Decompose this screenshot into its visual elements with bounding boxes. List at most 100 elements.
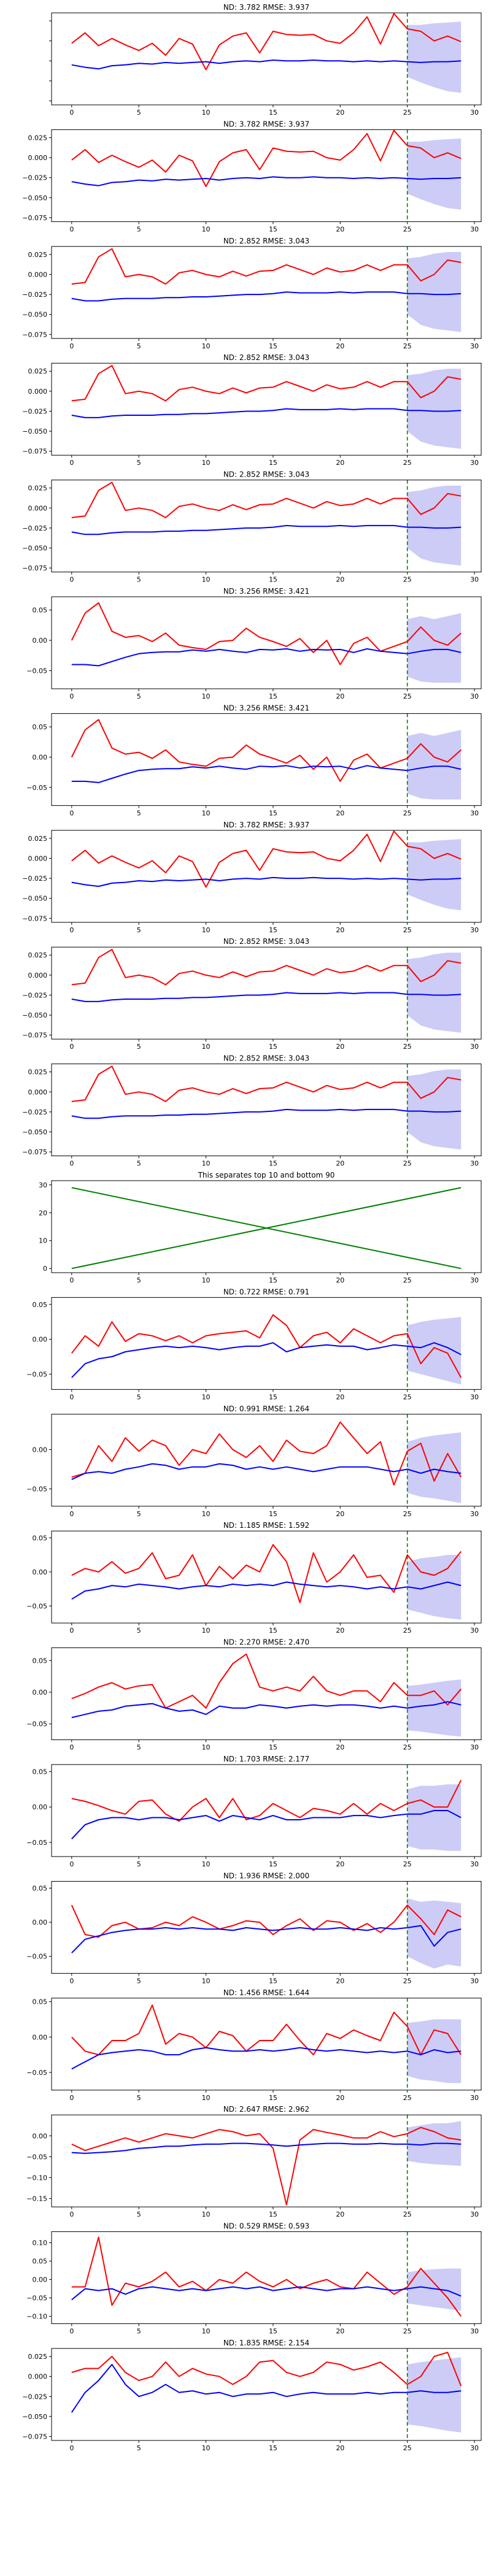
x-tick-label: 25 [403,2094,412,2102]
y-tick-label: 0.025 [28,951,48,959]
x-tick-label: 10 [202,576,211,584]
plot-data [71,2348,462,2440]
y-tick-label: 0.05 [33,1885,48,1893]
plot-data [71,1881,462,1974]
axes-frame [51,2348,482,2441]
prediction-band [407,1679,462,1737]
x-tick-label: 10 [202,2094,211,2102]
y-tick-label: 0.00 [33,1803,48,1811]
subplot-12: ND: 0.722 RMSE: 0.791 0 5 10 15 20 25 30 0.05 0.0… [26,1287,482,1401]
x-tick-label: 15 [269,1860,277,1868]
subplot-title: ND: 3.782 RMSE: 3.937 [223,821,309,829]
y-tick-label: 0.05 [33,1534,48,1542]
x-tick-label: 20 [336,225,344,233]
plot-data [71,1765,462,1857]
plot-data [71,1647,462,1740]
x-tick-label: 0 [69,1160,74,1168]
y-tick-label: 30 [39,1181,47,1189]
axes-frame [51,1297,482,1390]
prediction-band [407,2268,462,2311]
subplot-title: ND: 2.270 RMSE: 2.470 [223,1638,309,1647]
series-line-2 [71,765,462,783]
x-tick-label: 20 [336,1744,344,1752]
x-tick-label: 5 [137,2328,141,2336]
y-tick-label: −0.05 [26,1953,47,1961]
subplot-21: ND: 1.835 RMSE: 2.154 0 5 10 15 20 25 30 0.025 0.… [22,2339,482,2452]
x-tick-label: 0 [69,1276,74,1284]
x-tick-label: 15 [269,809,277,817]
x-tick-label: 5 [137,809,141,817]
y-tick-label: −0.050 [22,895,47,903]
series-line-2 [71,1187,462,1270]
y-tick-label: 0.00 [33,1689,48,1696]
x-tick-label: 10 [202,809,211,817]
subplot-2: ND: 3.782 RMSE: 3.937 0 5 10 15 20 25 30 0.025 0.… [22,120,482,233]
x-tick-label: 10 [202,342,211,350]
series-line-2 [71,291,462,302]
x-tick-label: 15 [269,692,277,700]
y-tick-label: 0.10 [33,2239,48,2247]
x-tick-label: 30 [470,459,479,467]
x-tick-label: 25 [403,576,412,584]
plot-data [71,713,462,806]
series-line-2 [71,648,462,667]
x-tick-label: 30 [470,109,479,117]
x-tick-label: 5 [137,692,141,700]
x-tick-label: 15 [269,2328,277,2336]
y-tick-label: 0.05 [33,1998,48,2006]
y-tick-label: 0.05 [33,1301,48,1309]
subplot-10: ND: 2.852 RMSE: 3.043 0 5 10 15 20 25 30 0.025 0.… [22,1054,482,1168]
y-tick-label: −0.075 [22,2432,47,2440]
y-tick-label: −0.050 [22,1128,47,1136]
subplot-title: ND: 2.852 RMSE: 3.043 [223,937,309,946]
x-tick-label: 30 [470,342,479,350]
y-tick-label: 0.025 [28,134,48,142]
axes-frame [51,1530,482,1623]
series-line-1 [71,719,462,782]
x-tick-label: 25 [403,1276,412,1284]
x-tick-label: 25 [403,1627,412,1635]
x-tick-label: 30 [470,1977,479,1985]
x-tick-label: 5 [137,342,141,350]
subplot-11: This separates top 10 and bottom 90 0 5 10 1… [39,1171,482,1284]
prediction-band [407,2357,462,2432]
y-tick-label: −0.05 [26,1720,47,1728]
subplot-title: ND: 2.647 RMSE: 2.962 [223,2105,309,2114]
x-tick-label: 30 [470,1627,479,1635]
x-tick-label: 25 [403,1860,412,1868]
subplot-title: ND: 2.852 RMSE: 3.043 [223,237,309,245]
series-line-1 [71,1904,462,1938]
y-tick-label: 20 [39,1209,47,1217]
axes-frame [51,2114,482,2207]
x-tick-label: 0 [69,342,74,350]
x-tick-label: 25 [403,1510,412,1518]
x-tick-label: 25 [403,692,412,700]
x-tick-label: 15 [269,1977,277,1985]
x-tick-label: 0 [69,1977,74,1985]
y-tick-label: 0.025 [28,367,48,375]
subplot-5: ND: 2.852 RMSE: 3.043 0 5 10 15 20 25 30 0.025 0.… [22,470,482,584]
series-line-1 [71,1314,462,1378]
series-line-1 [71,2236,462,2317]
y-tick-label: −0.025 [22,291,47,299]
axes-frame [51,1064,482,1157]
y-tick-label: −0.05 [26,667,47,675]
x-tick-label: 10 [202,1860,211,1868]
x-tick-label: 15 [269,1393,277,1401]
subplot-13: ND: 0.991 RMSE: 1.264 0 5 10 15 20 25 30 0.00 −0.… [26,1405,482,1518]
x-tick-label: 5 [137,2094,141,2102]
x-tick-label: 20 [336,2094,344,2102]
y-tick-label: −0.05 [26,2069,47,2077]
x-tick-label: 20 [336,809,344,817]
series-line-1 [71,1779,462,1822]
series-line-2 [71,2142,462,2154]
x-tick-label: 15 [269,1160,277,1168]
axes-frame [51,1414,482,1507]
x-tick-label: 10 [202,2328,211,2336]
x-tick-label: 20 [336,2210,344,2218]
y-tick-label: −0.050 [22,427,47,435]
x-tick-label: 0 [69,1860,74,1868]
x-tick-label: 0 [69,109,74,117]
axes-frame [51,830,482,923]
x-tick-label: 0 [69,2444,74,2452]
